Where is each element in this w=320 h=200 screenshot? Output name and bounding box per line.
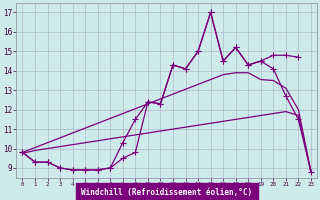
X-axis label: Windchill (Refroidissement éolien,°C): Windchill (Refroidissement éolien,°C) <box>81 188 252 197</box>
